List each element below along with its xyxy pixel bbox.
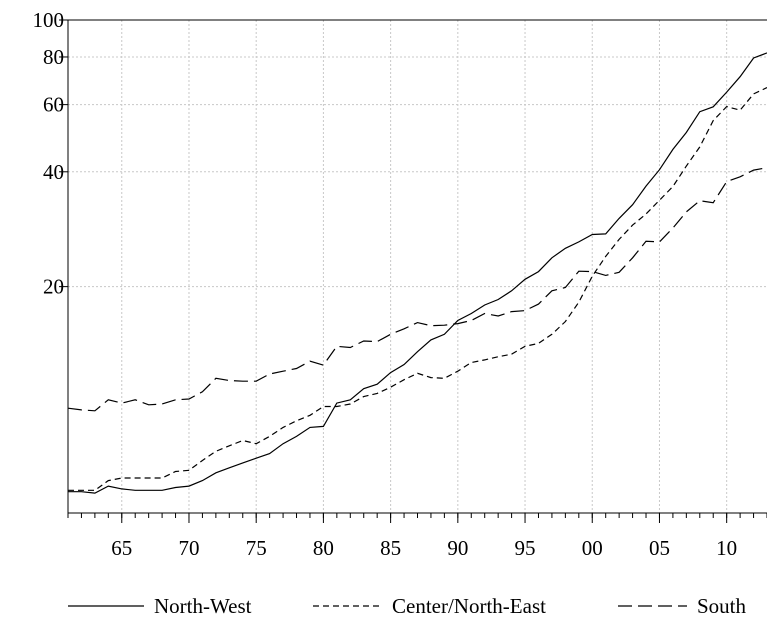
legend-label: Center/North-East <box>392 594 546 618</box>
y-tick-label: 80 <box>43 45 64 69</box>
x-tick-label: 70 <box>178 536 199 560</box>
x-tick-label: 85 <box>380 536 401 560</box>
series-line-north-west <box>68 52 767 494</box>
x-tick-label: 90 <box>447 536 468 560</box>
series-line-center-north-east <box>68 87 767 491</box>
x-tick-label: 10 <box>716 536 737 560</box>
legend: North-West Center/North-East South <box>68 594 747 618</box>
x-tick-label: 05 <box>649 536 670 560</box>
legend-label: North-West <box>154 594 252 618</box>
x-tick-label: 65 <box>111 536 132 560</box>
series-line-south <box>67 167 767 412</box>
y-tick-label: 20 <box>43 275 64 299</box>
y-tick-label: 40 <box>43 160 64 184</box>
grid-lines <box>68 20 767 513</box>
x-tick-label: 80 <box>313 536 334 560</box>
axes: 20 40 60 80 100 65 70 75 80 85 90 95 00 05 10 <box>33 8 767 560</box>
x-tick-label: 95 <box>515 536 536 560</box>
x-tick-label: 00 <box>582 536 603 560</box>
series-lines <box>67 52 767 494</box>
y-tick-label: 100 <box>33 8 65 32</box>
y-tick-label: 60 <box>43 93 64 117</box>
legend-label: South <box>697 594 747 618</box>
x-tick-label: 75 <box>246 536 267 560</box>
